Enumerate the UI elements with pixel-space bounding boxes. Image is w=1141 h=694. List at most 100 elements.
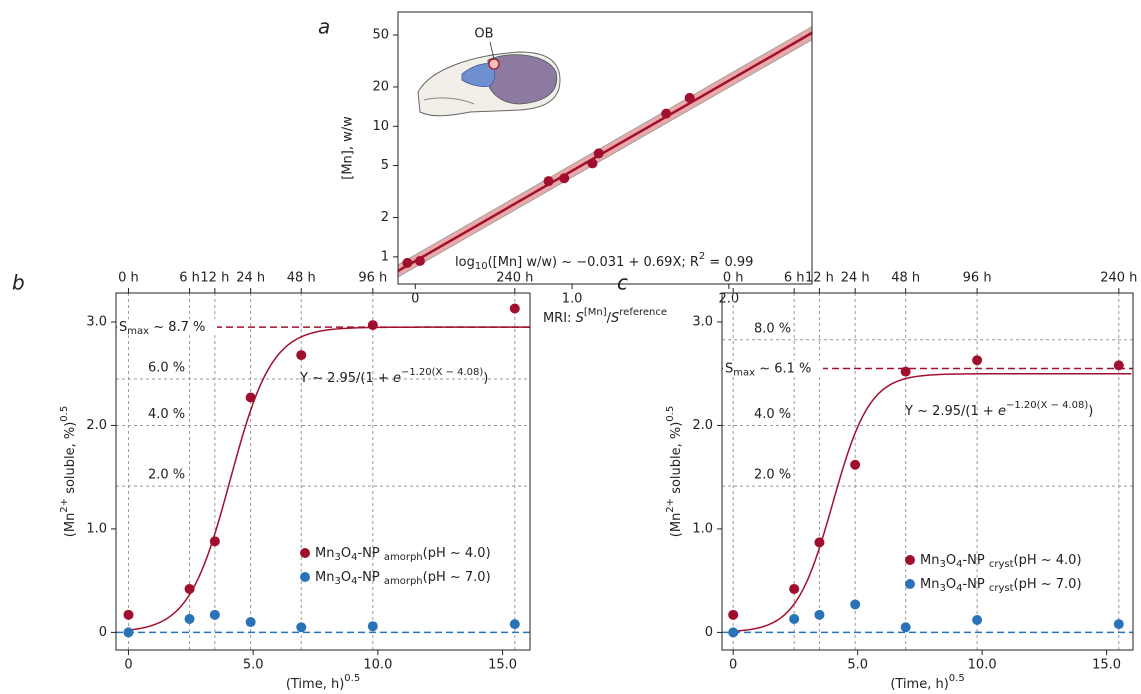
y-tick-label: 5 xyxy=(381,158,389,173)
x-tick-label: 5.0 xyxy=(243,658,264,673)
y-axis-label: [Mn], w/w xyxy=(341,116,356,180)
text-part: 2+ xyxy=(59,498,70,513)
top-tick-label: 6 h xyxy=(784,271,805,286)
text-part: soluble, %) xyxy=(669,422,684,498)
text-part: S xyxy=(576,311,584,326)
text-part: 3 xyxy=(334,576,340,587)
text-part: -NP xyxy=(962,553,988,568)
x-tick-label: 0 xyxy=(124,658,132,673)
text-part: 0.5 xyxy=(59,406,70,422)
text-part: −1.20(X − 4.08) xyxy=(401,367,483,378)
percent-label: 2.0 % xyxy=(754,468,791,483)
text-part: (pH ~ 7.0) xyxy=(423,570,491,585)
smax-label: Smax ~ 8.7 % xyxy=(119,320,205,338)
panel-letter: a xyxy=(318,15,330,39)
point xyxy=(543,176,554,187)
text-part: 3 xyxy=(939,559,945,570)
label-bg xyxy=(117,319,217,336)
x-tick-label: 1.0 xyxy=(562,292,583,307)
equation: log10([Mn] w/w) ~ −0.031 + 0.69X; R2 = 0… xyxy=(455,251,753,272)
point xyxy=(209,609,220,620)
annotation: OB xyxy=(474,27,493,42)
y-tick-label: 50 xyxy=(372,27,389,42)
logistic-fit xyxy=(128,326,530,631)
text-part: 4 xyxy=(351,576,357,587)
percent-label: 6.0 % xyxy=(148,360,185,375)
brain-illustration xyxy=(417,41,561,117)
point xyxy=(402,257,413,268)
x-tick-label: 15.0 xyxy=(488,658,517,673)
text-part: / xyxy=(607,311,612,326)
text-part: MRI: xyxy=(543,311,576,326)
logistic-fit xyxy=(733,372,1132,632)
percent-label: 4.0 % xyxy=(148,407,185,422)
label-bg xyxy=(723,360,823,377)
text-part: (pH ~ 4.0) xyxy=(1014,553,1082,568)
plot-frame xyxy=(115,292,531,651)
panel-letter: c xyxy=(617,271,628,295)
jaw xyxy=(423,97,475,105)
top-tick-label: 24 h xyxy=(236,271,265,286)
text-part: 0.5 xyxy=(665,406,676,422)
x-tick-label: 15.0 xyxy=(1092,658,1121,673)
text-part: 4 xyxy=(956,559,962,570)
text-part: S xyxy=(725,361,733,376)
top-tick-label: 96 h xyxy=(358,271,387,286)
equation: Y ~ 2.95/(1 + e−1.20(X − 4.08)) xyxy=(904,400,1093,419)
text-part: ~ 8.7 % xyxy=(149,320,205,335)
legend-marker xyxy=(300,548,310,558)
y-tick-label: 20 xyxy=(372,79,389,94)
point xyxy=(661,108,672,119)
point xyxy=(414,256,425,267)
point xyxy=(123,627,134,638)
point xyxy=(728,627,739,638)
point xyxy=(593,148,604,159)
brain xyxy=(487,54,558,105)
top-tick-label: 48 h xyxy=(287,271,316,286)
x-tick-label: 10.0 xyxy=(968,658,997,673)
text-part: ) xyxy=(483,371,488,386)
x-tick-label: 0 xyxy=(411,292,419,307)
point xyxy=(972,355,983,366)
legend-marker xyxy=(905,579,915,589)
text-part: (Mn xyxy=(669,513,684,538)
top-tick-label: 240 h xyxy=(496,271,533,286)
top-tick-label: 12 h xyxy=(805,271,834,286)
top-tick-label: 0 h xyxy=(723,271,744,286)
text-part: soluble, %) xyxy=(63,422,78,498)
x-axis-label: (Time, h)0.5 xyxy=(890,673,964,692)
point xyxy=(850,599,861,610)
y-axis-label: (Mn2+ soluble, %)0.5 xyxy=(665,406,684,537)
y-tick-label: 1.0 xyxy=(692,521,713,536)
text-part: O xyxy=(946,553,956,568)
point xyxy=(367,320,378,331)
point xyxy=(184,583,195,594)
olfactory xyxy=(461,63,496,87)
point xyxy=(184,613,195,624)
percent-label: 8.0 % xyxy=(754,321,791,336)
text-part: −1.20(X − 4.08) xyxy=(1006,400,1088,411)
x-tick-label: 0 xyxy=(729,658,737,673)
y-tick-label: 3.0 xyxy=(692,314,713,329)
legend-label: Mn3O4-NP cryst(pH ~ 4.0) xyxy=(920,553,1082,571)
y-tick-label: 0 xyxy=(99,625,107,640)
y-axis-label: (Mn2+ soluble, %)0.5 xyxy=(59,406,78,537)
text-part: S xyxy=(611,311,619,326)
text-part: Y ~ 2.95/(1 + xyxy=(299,371,393,386)
text-part: (pH ~ 4.0) xyxy=(423,546,491,561)
y-tick-label: 2 xyxy=(381,210,389,225)
text-part: max xyxy=(127,326,149,337)
point xyxy=(1113,619,1124,630)
ob-pointer xyxy=(489,41,495,60)
point xyxy=(209,536,220,547)
y-tick-label: 1.0 xyxy=(86,521,107,536)
legend-label: Mn3O4-NP amorph(pH ~ 7.0) xyxy=(315,570,491,588)
point xyxy=(789,613,800,624)
point xyxy=(684,92,695,103)
text-part: e xyxy=(393,371,401,386)
text-part: 3 xyxy=(334,552,340,563)
point xyxy=(814,609,825,620)
text-part: -NP xyxy=(357,570,383,585)
